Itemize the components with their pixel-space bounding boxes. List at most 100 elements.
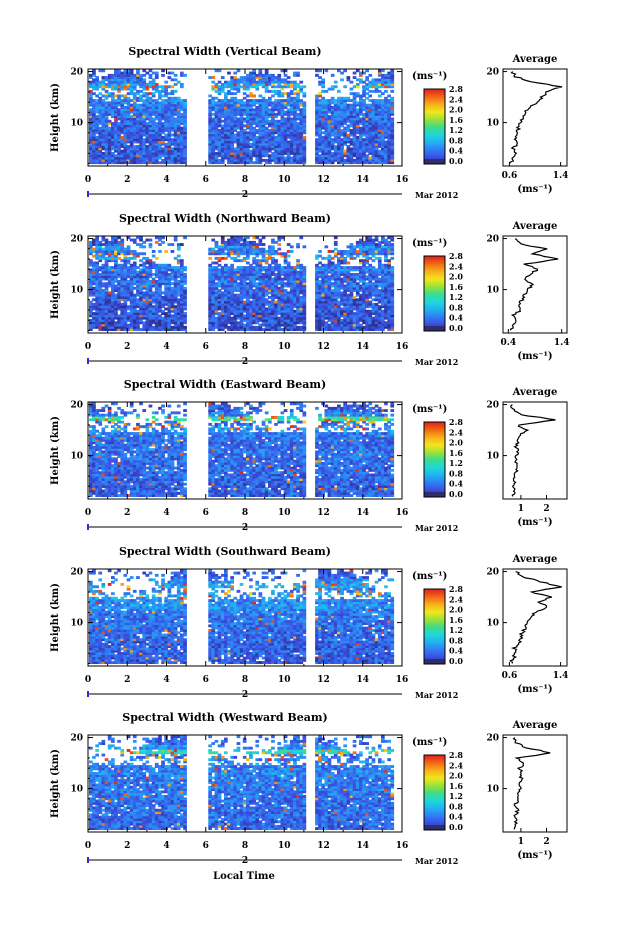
- heatmap-cell: [327, 140, 332, 144]
- heatmap-cell: [264, 73, 269, 77]
- heatmap-cell: [126, 96, 131, 100]
- heatmap-cell: [114, 296, 118, 299]
- heatmap-cell: [368, 147, 373, 151]
- heatmap-cell: [333, 110, 338, 114]
- heatmap-cell: [390, 154, 395, 158]
- heatmap-cell: [258, 99, 263, 102]
- heatmap-cell: [315, 96, 319, 100]
- heatmap-cell: [129, 298, 134, 302]
- heatmap-cell: [299, 140, 304, 144]
- heatmap-cell: [148, 145, 153, 148]
- heatmap-cell: [365, 103, 369, 107]
- heatmap-cell: [120, 245, 125, 249]
- heatmap-cell: [349, 161, 354, 165]
- heatmap-cell: [368, 126, 373, 130]
- heatmap-cell: [321, 142, 325, 146]
- heatmap-cell: [293, 129, 297, 132]
- heatmap-cell: [233, 78, 238, 82]
- heatmap-cell: [246, 142, 250, 146]
- heatmap-cell: [321, 96, 325, 100]
- heatmap-cell: [337, 119, 341, 123]
- heatmap-cell: [132, 108, 137, 112]
- heatmap-cell: [261, 138, 266, 142]
- heatmap-cell: [274, 129, 278, 132]
- heatmap-cell: [211, 87, 216, 91]
- heatmap-cell: [123, 99, 128, 102]
- heatmap-cell: [368, 83, 373, 86]
- heatmap-cell: [302, 103, 307, 107]
- heatmap-cell: [92, 129, 96, 132]
- heatmap-cell: [233, 76, 238, 79]
- heatmap-cell: [176, 140, 181, 144]
- heatmap-cell: [89, 247, 93, 251]
- heatmap-cell: [359, 112, 363, 116]
- heatmap-cell: [249, 126, 253, 130]
- heatmap-cell: [337, 135, 341, 139]
- heatmap-cell: [107, 314, 112, 318]
- heatmap-cell: [136, 252, 140, 256]
- heatmap-cell: [355, 138, 360, 142]
- heatmap-cell: [227, 138, 231, 142]
- heatmap-cell: [148, 286, 153, 290]
- heatmap-cell: [280, 266, 285, 269]
- heatmap-cell: [224, 83, 228, 86]
- heatmap-cell: [132, 254, 137, 258]
- heatmap-cell: [371, 131, 376, 135]
- heatmap-cell: [233, 126, 238, 130]
- heatmap-cell: [330, 108, 335, 112]
- heatmap-cell: [139, 279, 143, 283]
- heatmap-cell: [107, 321, 112, 325]
- heatmap-cell: [167, 99, 172, 102]
- heatmap-cell: [302, 154, 307, 158]
- heatmap-cell: [120, 243, 125, 246]
- heatmap-cell: [371, 112, 376, 116]
- heatmap-cell: [89, 284, 93, 288]
- heatmap-cell: [233, 268, 238, 272]
- heatmap-cell: [95, 319, 99, 322]
- heatmap-cell: [271, 133, 275, 137]
- heatmap-cell: [274, 131, 278, 135]
- heatmap-cell: [126, 261, 131, 265]
- heatmap-cell: [321, 147, 325, 151]
- heatmap-cell: [142, 156, 147, 160]
- heatmap-cell: [111, 94, 115, 98]
- heatmap-cell: [148, 83, 153, 86]
- heatmap-cell: [95, 243, 99, 246]
- heatmap-cell: [355, 122, 360, 125]
- heatmap-cell: [170, 110, 175, 114]
- heatmap-cell: [173, 122, 178, 125]
- heatmap-cell: [318, 119, 322, 123]
- heatmap-cell: [255, 147, 260, 151]
- heatmap-cell: [293, 133, 297, 137]
- heatmap-cell: [89, 286, 93, 290]
- heatmap-cell: [324, 145, 329, 148]
- heatmap-cell: [95, 110, 99, 114]
- heatmap-cell: [167, 140, 172, 144]
- heatmap-cell: [214, 142, 219, 146]
- heatmap-cell: [101, 115, 106, 119]
- heatmap-cell: [274, 108, 278, 112]
- heatmap-cell: [315, 110, 319, 114]
- heatmap-cell: [129, 250, 134, 253]
- heatmap-cell: [286, 129, 291, 132]
- heatmap-cell: [161, 101, 165, 105]
- heatmap-cell: [98, 296, 103, 299]
- heatmap-cell: [139, 263, 143, 267]
- heatmap-cell: [104, 284, 109, 288]
- x-tick-label: 8: [242, 175, 248, 185]
- heatmap-cell: [381, 142, 385, 146]
- heatmap-cell: [239, 158, 244, 162]
- heatmap-cell: [173, 161, 178, 165]
- heatmap-cell: [129, 99, 134, 102]
- heatmap-cell: [346, 76, 351, 79]
- heatmap-cell: [211, 99, 216, 102]
- heatmap-cell: [123, 289, 128, 292]
- heatmap-cell: [346, 112, 351, 116]
- heatmap-cell: [359, 101, 363, 105]
- heatmap-cell: [283, 138, 288, 142]
- heatmap-cell: [355, 108, 360, 112]
- heatmap-cell: [277, 156, 282, 160]
- heatmap-cell: [126, 293, 131, 297]
- heatmap-cell: [352, 140, 357, 144]
- heatmap-cell: [173, 78, 178, 82]
